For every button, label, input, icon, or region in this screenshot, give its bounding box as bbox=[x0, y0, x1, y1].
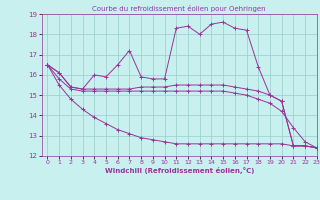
X-axis label: Windchill (Refroidissement éolien,°C): Windchill (Refroidissement éolien,°C) bbox=[105, 167, 254, 174]
Title: Courbe du refroidissement éolien pour Oehringen: Courbe du refroidissement éolien pour Oe… bbox=[92, 5, 266, 12]
